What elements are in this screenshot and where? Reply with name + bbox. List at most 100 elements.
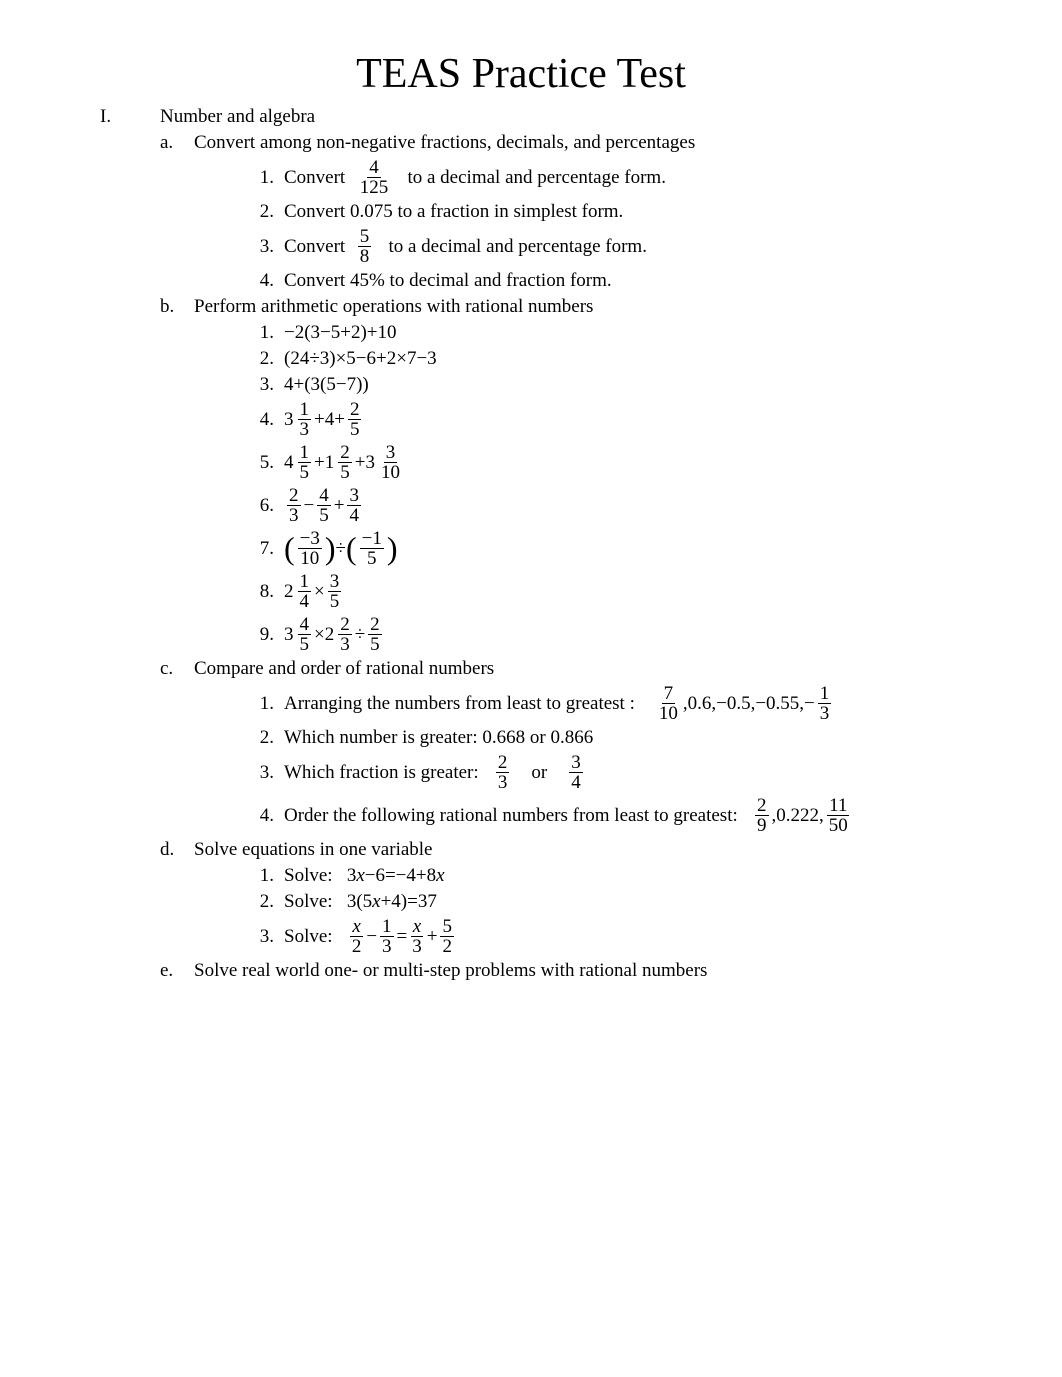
fraction: 14 <box>298 572 312 611</box>
item-body: Order the following rational numbers fro… <box>284 796 853 835</box>
math-text: − <box>304 495 315 517</box>
list-item: 3.Solve: x2−13=x3+52 <box>240 917 982 956</box>
item-number: 7. <box>240 538 284 560</box>
math-text: to a decimal and percentage form. <box>393 167 666 189</box>
section-letter: d. <box>160 839 194 861</box>
math-text: (24÷3)×5−6+2×7−3 <box>284 348 437 370</box>
mixed-number: 345 <box>284 615 314 654</box>
paren-fraction: (−310) <box>284 529 336 568</box>
fraction: 29 <box>755 796 769 835</box>
section-letter: c. <box>160 658 194 680</box>
item-body: 23−45+34 <box>284 486 364 525</box>
item-body: 313+4+25 <box>284 400 364 439</box>
math-text: = <box>397 926 408 948</box>
item-body: −2(3−5+2)+10 <box>284 322 397 344</box>
equation: 3(5x+4)=37 <box>347 891 437 913</box>
fraction: 23 <box>287 486 301 525</box>
math-text: Convert <box>284 236 355 258</box>
section-a: a. Convert among non-negative fractions,… <box>160 132 982 154</box>
item-body: 4+(3(5−7)) <box>284 374 369 396</box>
list-item: 2.Convert 0.075 to a fraction in simples… <box>240 201 982 223</box>
math-text: ,0.6,−0.5,−0.55,− <box>683 693 815 715</box>
item-number: 4. <box>240 270 284 292</box>
fraction: 4125 <box>358 158 391 197</box>
math-text: + <box>314 452 325 474</box>
section-heading: Perform arithmetic operations with ratio… <box>194 296 593 318</box>
item-body: 345×223÷25 <box>284 615 385 654</box>
item-body: Convert 4125 to a decimal and percentage… <box>284 158 666 197</box>
list-item: 4.Order the following rational numbers f… <box>240 796 982 835</box>
list-item: 3.Which fraction is greater: 23 or 34 <box>240 753 982 792</box>
fraction: 13 <box>818 684 832 723</box>
section-letter: b. <box>160 296 194 318</box>
item-number: 3. <box>240 926 284 948</box>
section-b-items: 1.−2(3−5+2)+102.(24÷3)×5−6+2×7−33.4+(3(5… <box>240 322 982 654</box>
roman-label: Number and algebra <box>160 106 315 128</box>
fraction: 25 <box>338 443 352 482</box>
item-number: 2. <box>240 201 284 223</box>
list-item: 4.313+4+25 <box>240 400 982 439</box>
list-item: 8.214×35 <box>240 572 982 611</box>
math-text: to a decimal and percentage form. <box>374 236 647 258</box>
section-e: e. Solve real world one- or multi-step p… <box>160 960 982 982</box>
math-text: × <box>314 624 325 646</box>
section-a-items: 1.Convert 4125 to a decimal and percenta… <box>240 158 982 292</box>
item-body: Solve: 3(5x+4)=37 <box>284 891 437 913</box>
list-item: 4.Convert 45% to decimal and fraction fo… <box>240 270 982 292</box>
roman-numeral: I. <box>100 106 160 128</box>
item-number: 1. <box>240 167 284 189</box>
math-text: Which number is greater: 0.668 or 0.866 <box>284 727 593 749</box>
item-number: 2. <box>240 348 284 370</box>
fraction: 13 <box>298 400 312 439</box>
math-text: × <box>314 581 325 603</box>
fraction: 25 <box>368 615 382 654</box>
math-text: + <box>334 495 345 517</box>
item-number: 4. <box>240 409 284 431</box>
item-number: 9. <box>240 624 284 646</box>
math-text: Convert 0.075 to a fraction in simplest … <box>284 201 623 223</box>
list-item: 9.345×223÷25 <box>240 615 982 654</box>
list-item: 1.Arranging the numbers from least to gr… <box>240 684 982 723</box>
math-text: Solve: <box>284 891 347 913</box>
fraction: −310 <box>298 529 322 568</box>
fraction: −15 <box>360 529 384 568</box>
item-body: Convert 0.075 to a fraction in simplest … <box>284 201 623 223</box>
math-text: 4+(3(5−7)) <box>284 374 369 396</box>
item-body: Arranging the numbers from least to grea… <box>284 684 834 723</box>
math-text: Order the following rational numbers fro… <box>284 805 752 827</box>
list-item: 3.4+(3(5−7)) <box>240 374 982 396</box>
item-body: Convert 45% to decimal and fraction form… <box>284 270 612 292</box>
item-body: Convert 58 to a decimal and percentage f… <box>284 227 647 266</box>
item-number: 1. <box>240 693 284 715</box>
list-item: 7.(−310)÷(−15) <box>240 529 982 568</box>
fraction: 52 <box>440 917 454 956</box>
math-text: Arranging the numbers from least to grea… <box>284 693 654 715</box>
fraction: 23 <box>338 615 352 654</box>
mixed-number: 3310 <box>365 443 405 482</box>
fraction: 25 <box>348 400 362 439</box>
fraction: 34 <box>347 486 361 525</box>
item-number: 3. <box>240 762 284 784</box>
list-item: 1.−2(3−5+2)+10 <box>240 322 982 344</box>
math-text: +4+ <box>314 409 345 431</box>
section-letter: a. <box>160 132 194 154</box>
item-number: 3. <box>240 374 284 396</box>
fraction: 23 <box>496 753 510 792</box>
mixed-number: 313 <box>284 400 314 439</box>
page-title: TEAS Practice Test <box>60 50 982 98</box>
list-item: 1.Solve: 3x−6=−4+8x <box>240 865 982 887</box>
list-item: 3.Convert 58 to a decimal and percentage… <box>240 227 982 266</box>
item-number: 5. <box>240 452 284 474</box>
section-d-items: 1.Solve: 3x−6=−4+8x2.Solve: 3(5x+4)=373.… <box>240 865 982 956</box>
equation: 3x−6=−4+8x <box>347 865 445 887</box>
mixed-number: 223 <box>325 615 355 654</box>
item-number: 4. <box>240 805 284 827</box>
item-body: Which fraction is greater: 23 or 34 <box>284 753 586 792</box>
list-item: 5.415+125+3310 <box>240 443 982 482</box>
item-number: 1. <box>240 865 284 887</box>
math-text: −2(3−5+2)+10 <box>284 322 397 344</box>
math-text: ÷ <box>355 624 365 646</box>
mixed-number: 125 <box>325 443 355 482</box>
item-body: (−310)÷(−15) <box>284 529 398 568</box>
fraction: 35 <box>328 572 342 611</box>
